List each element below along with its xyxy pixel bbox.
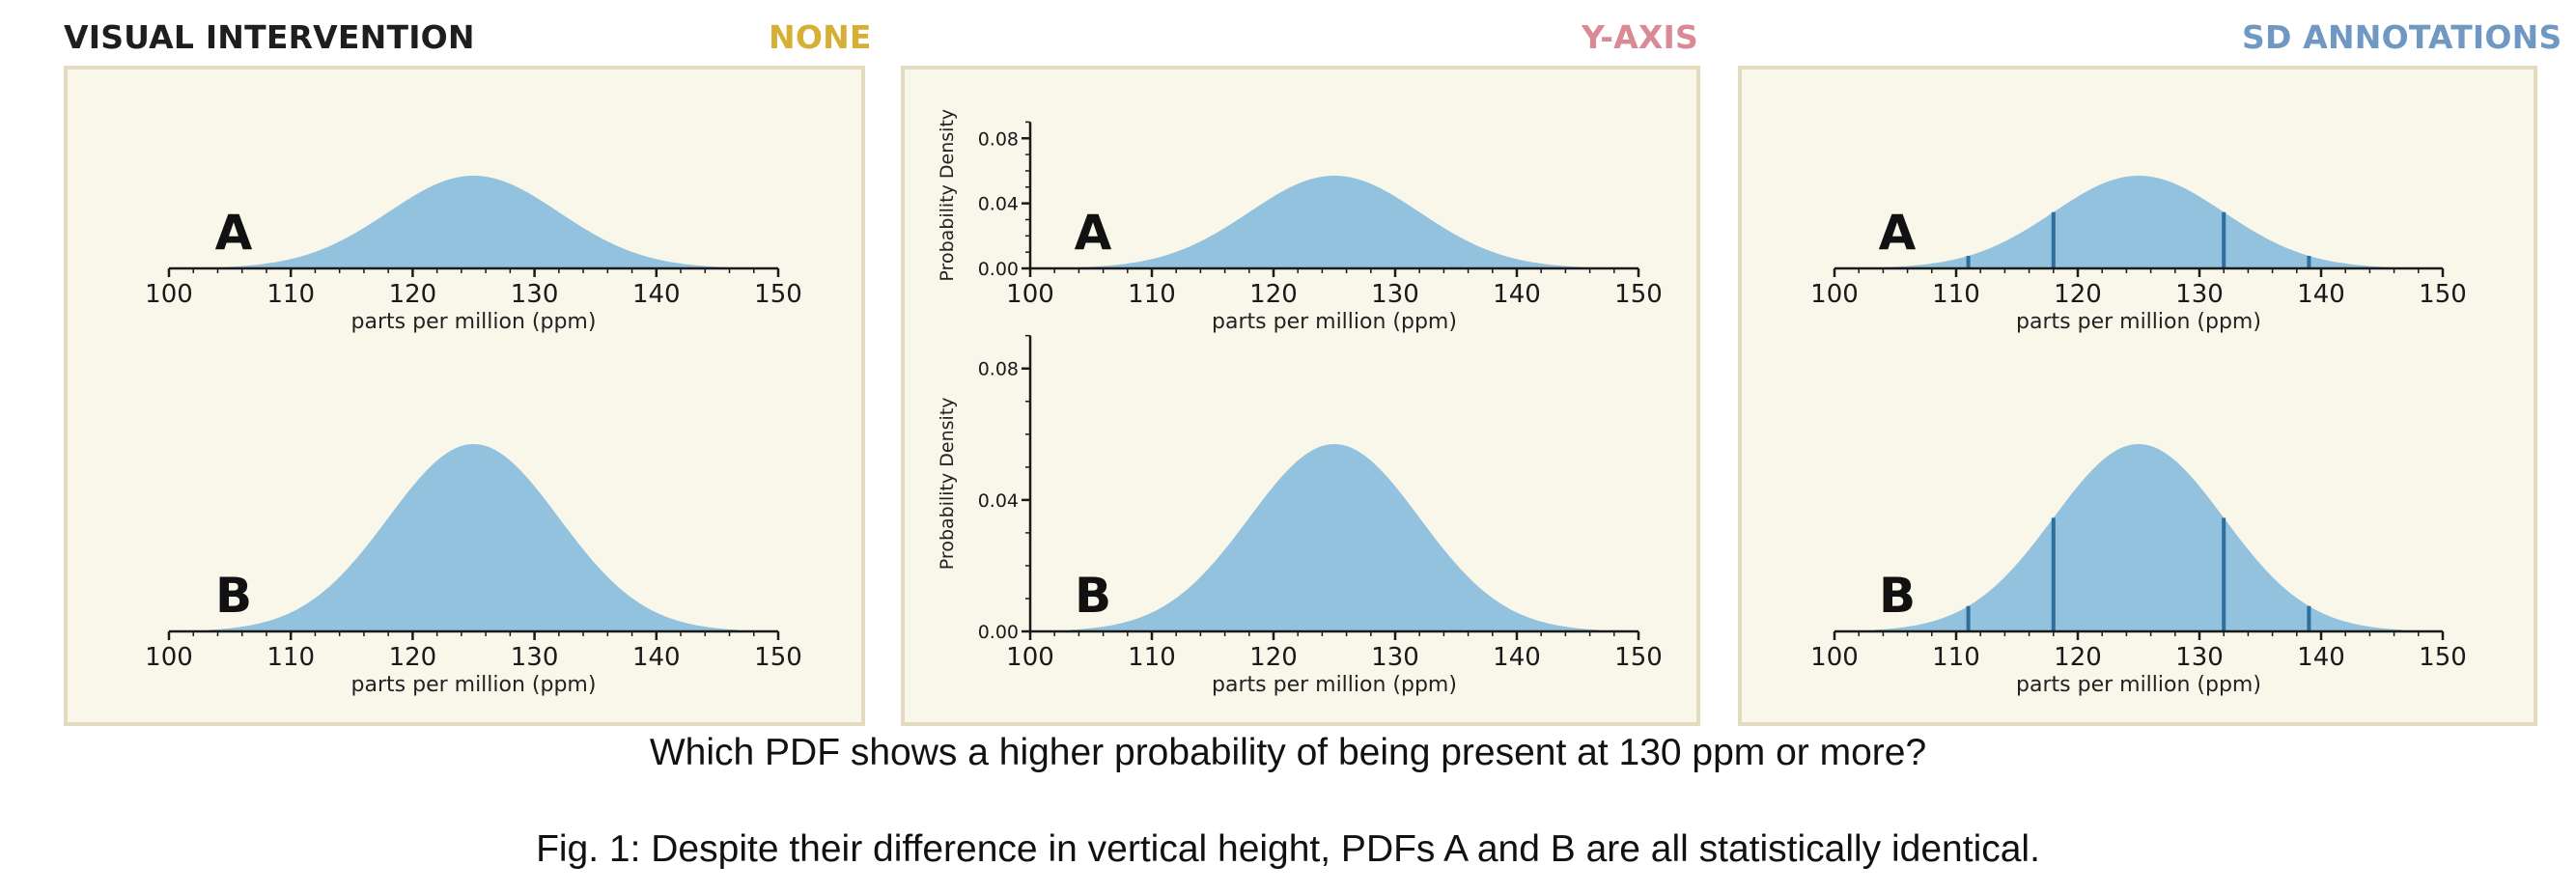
distribution-label-sd-annotations-a: A [1879,205,1917,261]
x-tick-label-y-axis-a-130: 130 [1371,280,1419,309]
x-axis-label-sd-annotations-b: parts per million (ppm) [2016,673,2261,697]
x-tick-label-y-axis-b-120: 120 [1249,643,1298,672]
x-tick-label-y-axis-a-100: 100 [1006,280,1054,309]
pdf-curve-none-b [209,444,739,631]
pdf-curve-none-a [209,176,739,268]
x-tick-label-none-a-140: 140 [632,280,681,309]
pdf-curve-sd-annotations-b [1874,444,2403,631]
x-tick-label-sd-annotations-a-100: 100 [1810,280,1859,309]
x-tick-label-y-axis-a-150: 150 [1614,280,1663,309]
sd-annotations-heading: SD ANNOTATIONS [2242,18,2562,56]
x-tick-label-none-b-140: 140 [632,643,681,672]
y-tick-label-y-axis-b-0.08: 0.08 [978,359,1019,380]
pdf-curve-y-axis-a [1070,176,1599,268]
y-tick-label-y-axis-b-0.00: 0.00 [978,622,1019,643]
x-tick-label-y-axis-a-140: 140 [1493,280,1541,309]
x-tick-label-sd-annotations-a-140: 140 [2297,280,2345,309]
distribution-label-none-a: A [215,205,253,261]
x-axis-label-y-axis-b: parts per million (ppm) [1212,673,1457,697]
x-tick-label-none-a-120: 120 [389,280,437,309]
x-tick-label-sd-annotations-a-120: 120 [2054,280,2102,309]
x-axis-label-sd-annotations-a: parts per million (ppm) [2016,310,2261,334]
x-axis-label-none-a: parts per million (ppm) [351,310,597,334]
x-tick-label-none-b-130: 130 [511,643,559,672]
x-tick-label-none-a-100: 100 [145,280,193,309]
x-tick-label-y-axis-a-110: 110 [1128,280,1176,309]
charts-layer: 100 110 120 130 140 150 parts per million (ppm… [145,109,2467,697]
x-tick-label-sd-annotations-b-100: 100 [1810,643,1859,672]
question-text: Which PDF shows a higher probability of … [649,732,1927,773]
x-tick-label-none-b-120: 120 [389,643,437,672]
x-tick-label-sd-annotations-a-130: 130 [2175,280,2224,309]
x-tick-label-y-axis-b-140: 140 [1493,643,1541,672]
x-tick-label-none-b-100: 100 [145,643,193,672]
x-tick-label-none-a-150: 150 [754,280,802,309]
x-tick-label-sd-annotations-b-140: 140 [2297,643,2345,672]
x-tick-label-none-b-150: 150 [754,643,802,672]
x-tick-label-y-axis-a-120: 120 [1249,280,1298,309]
x-axis-label-none-b: parts per million (ppm) [351,673,597,697]
x-axis-label-y-axis-a: parts per million (ppm) [1212,310,1457,334]
y-axis-label-y-axis-b: Probability Density [937,397,958,570]
y-axis-heading: Y-AXIS [1582,18,1698,56]
x-tick-label-sd-annotations-b-110: 110 [1932,643,1980,672]
x-tick-label-sd-annotations-b-120: 120 [2054,643,2102,672]
distribution-label-y-axis-b: B [1075,568,1111,624]
visual-intervention-heading: VISUAL INTERVENTION [64,18,475,56]
y-tick-label-y-axis-a-0.08: 0.08 [978,128,1019,150]
x-tick-label-y-axis-b-130: 130 [1371,643,1419,672]
none-heading: NONE [769,18,872,56]
pdf-curve-y-axis-b [1070,444,1599,631]
x-tick-label-sd-annotations-b-130: 130 [2175,643,2224,672]
y-tick-label-y-axis-b-0.04: 0.04 [978,490,1019,512]
distribution-label-y-axis-a: A [1075,205,1112,261]
x-tick-label-y-axis-b-110: 110 [1128,643,1176,672]
x-tick-label-none-a-110: 110 [266,280,315,309]
y-tick-label-y-axis-a-0.04: 0.04 [978,194,1019,215]
x-tick-label-y-axis-b-100: 100 [1006,643,1054,672]
x-tick-label-sd-annotations-a-150: 150 [2419,280,2467,309]
x-tick-label-sd-annotations-b-150: 150 [2419,643,2467,672]
figure-caption: Fig. 1: Despite their difference in vert… [536,828,2040,870]
x-tick-label-none-b-110: 110 [266,643,315,672]
y-axis-label-y-axis-a: Probability Density [937,109,958,282]
pdf-curve-sd-annotations-a [1874,176,2403,268]
x-tick-label-none-a-130: 130 [511,280,559,309]
distribution-label-none-b: B [215,568,252,624]
x-tick-label-y-axis-b-150: 150 [1614,643,1663,672]
y-tick-label-y-axis-a-0.00: 0.00 [978,259,1019,280]
x-tick-label-sd-annotations-a-110: 110 [1932,280,1980,309]
distribution-label-sd-annotations-b: B [1879,568,1916,624]
